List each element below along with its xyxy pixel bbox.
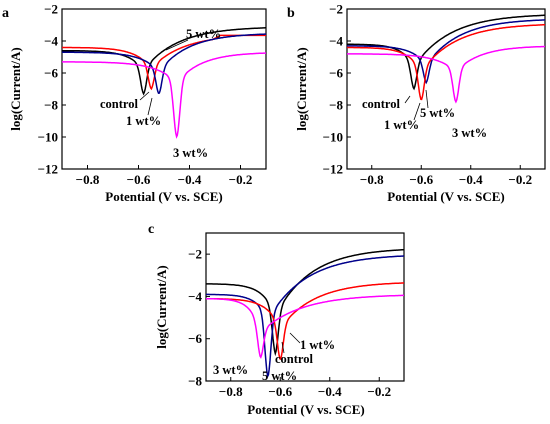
annotation-b-3wt: 3 wt% bbox=[452, 126, 487, 140]
annotation-b-5wt: 5 wt% bbox=[420, 106, 455, 120]
y-tick-label-c: −6 bbox=[188, 331, 202, 346]
annotation-a-5wt: 5 wt% bbox=[186, 27, 221, 41]
x-tick-label-a: −0.8 bbox=[76, 172, 100, 187]
y-tick-label-b: −2 bbox=[329, 2, 343, 17]
panel-c: c −0.8 −0.6 −0.4 −0.2 −2 −4 −6 −8 Potential (V … bbox=[148, 222, 405, 417]
annotation-a-1wt: 1 wt% bbox=[126, 114, 161, 128]
y-tick-label-a: −4 bbox=[44, 34, 58, 49]
panel-b: b −0.8 −0.6 −0.4 −0.2 −2 −4 −6 −8 −10 −12 Potenti… bbox=[287, 2, 546, 204]
x-tick-label-a: −0.6 bbox=[127, 172, 151, 187]
x-tick-label-c: −0.6 bbox=[268, 384, 292, 399]
annotation-arrow-b-control bbox=[404, 95, 411, 104]
plot-frame-c bbox=[205, 232, 405, 382]
annotation-arrow-b-1wt bbox=[413, 102, 421, 121]
series-line-1wt-a bbox=[62, 34, 266, 91]
annotation-c-3wt: 3 wt% bbox=[213, 363, 248, 377]
series-line-control-b bbox=[347, 14, 545, 91]
plot-frame-b bbox=[346, 8, 546, 170]
series-line-3wt-c bbox=[206, 294, 404, 359]
x-tick-label-b: −0.2 bbox=[508, 172, 532, 187]
annotation-a-control: control bbox=[100, 97, 138, 111]
annotation-arrow-c-1wt bbox=[289, 332, 301, 344]
annotation-c-5wt: 5 wt% bbox=[262, 369, 297, 383]
annotation-arrow-c-control bbox=[281, 341, 285, 354]
series-line-3wt-a bbox=[62, 52, 266, 139]
series-line-1wt-c bbox=[206, 282, 405, 361]
y-tick-label-b: −10 bbox=[323, 130, 343, 145]
y-tick-label-a: −8 bbox=[44, 98, 58, 113]
x-tick-label-a: −0.2 bbox=[229, 172, 253, 187]
y-tick-label-a: −6 bbox=[44, 66, 58, 81]
x-tick-label-b: −0.4 bbox=[459, 172, 483, 187]
annotation-b-control: control bbox=[362, 97, 400, 111]
x-axis-label-c: Potential (V vs. SCE) bbox=[247, 402, 364, 417]
y-tick-label-b: −6 bbox=[329, 66, 343, 81]
annotation-b-1wt: 1 wt% bbox=[384, 118, 419, 132]
annotation-c-1wt: 1 wt% bbox=[300, 338, 335, 352]
panel-label-a: a bbox=[2, 6, 9, 21]
series-line-1wt-b bbox=[347, 23, 546, 101]
x-tick-label-c: −0.2 bbox=[367, 384, 391, 399]
x-tick-label-c: −0.4 bbox=[318, 384, 342, 399]
series-line-5wt-b bbox=[347, 19, 545, 85]
series-line-control-c bbox=[206, 248, 404, 357]
series-line-5wt-c bbox=[206, 255, 404, 379]
panel-label-c: c bbox=[148, 222, 154, 237]
annotation-arrow-a-1wt bbox=[147, 97, 153, 116]
y-tick-label-b: −12 bbox=[323, 162, 343, 177]
x-tick-label-b: −0.6 bbox=[409, 172, 433, 187]
y-tick-label-a: −2 bbox=[44, 2, 58, 17]
y-tick-label-c: −2 bbox=[188, 247, 202, 262]
y-tick-label-b: −4 bbox=[329, 34, 343, 49]
annotation-arrow-b-5wt bbox=[425, 89, 429, 109]
x-tick-label-c: −0.8 bbox=[219, 384, 243, 399]
series-line-control-a bbox=[62, 27, 266, 96]
annotation-a-3wt: 3 wt% bbox=[173, 146, 208, 160]
y-tick-label-a: −12 bbox=[38, 162, 58, 177]
panel-a: a −0.8 −0.6 −0.4 −0.2 −2 −4 −6 −8 −10 −12 Potenti… bbox=[2, 2, 267, 204]
x-axis-label-a: Potential (V vs. SCE) bbox=[105, 189, 222, 204]
y-axis-label-a: log(Current/A) bbox=[8, 47, 23, 131]
y-tick-label-c: −8 bbox=[188, 374, 202, 389]
annotation-arrow-a-5wt bbox=[165, 39, 189, 51]
y-tick-label-b: −8 bbox=[329, 98, 343, 113]
y-axis-label-b: log(Current/A) bbox=[294, 47, 309, 131]
x-axis-label-b: Potential (V vs. SCE) bbox=[387, 189, 504, 204]
x-tick-label-b: −0.8 bbox=[360, 172, 384, 187]
y-axis-label-c: log(Current/A) bbox=[154, 265, 169, 349]
panel-label-b: b bbox=[287, 6, 295, 21]
series-line-5wt-a bbox=[62, 33, 266, 95]
plot-frame-a bbox=[61, 8, 267, 170]
annotation-arrow-a-control bbox=[139, 91, 150, 101]
y-tick-label-a: −10 bbox=[38, 130, 58, 145]
series-line-3wt-b bbox=[347, 45, 545, 104]
x-tick-label-a: −0.4 bbox=[178, 172, 202, 187]
y-tick-label-c: −4 bbox=[188, 289, 202, 304]
annotation-c-control: control bbox=[275, 352, 313, 366]
